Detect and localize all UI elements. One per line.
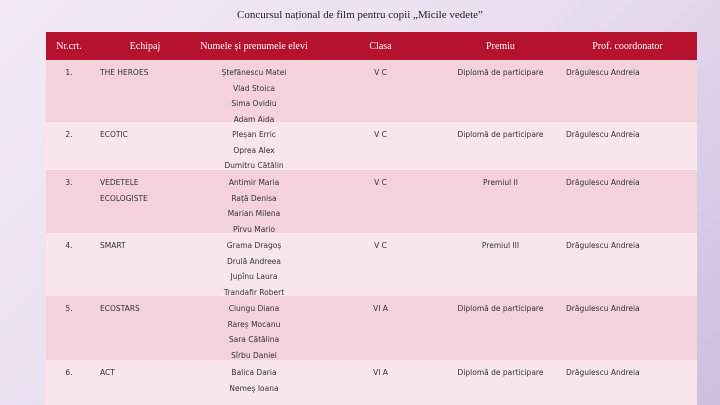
students-cell: Pleșan Erric Oprea Alex Dumitru Cătălin — [190, 122, 318, 174]
row-number: 1. — [65, 68, 73, 77]
table-row: 3. VEDETELE ECOLOGISTE Antimir Maria Rață De… — [46, 170, 697, 234]
students-cell: Antimir Maria Rață Denisa Marian Milena Pîr… — [190, 170, 318, 237]
student: Adam Aida — [233, 114, 275, 124]
teacher-cell: Drăgulescu Andreia — [566, 130, 640, 139]
student: Ștefănescu Matei — [221, 68, 287, 77]
class-cell: V C — [374, 241, 387, 250]
team-name: ECOLOGISTE — [100, 193, 148, 203]
title: Concursul național de film pentru copii … — [237, 9, 483, 21]
prize-cell: Premiul II — [483, 178, 518, 187]
team-name: VEDETELE — [100, 178, 139, 187]
prize-cell: Premiul III — [481, 241, 520, 250]
header-cell: Echipaj — [129, 40, 161, 52]
students-cell: Ciungu Diana Rareș Mocanu Sara Cătălina Sîr… — [190, 296, 318, 363]
team-name: ECOSTARS — [100, 304, 140, 313]
class-cell: V C — [374, 178, 387, 187]
student: Vlad Stoica — [232, 83, 276, 93]
header-cell: Premiu — [486, 40, 515, 52]
team-name: ECOTIC — [100, 130, 128, 139]
student: Pîrvu Mario — [232, 224, 276, 234]
table: Nr.crt. Echipaj Numele și prenumele elevi C… — [46, 32, 697, 405]
teacher-cell: Drăgulescu Andreia — [566, 368, 640, 377]
student: Trandafir Robert — [223, 287, 285, 297]
student: Sima Ovidiu — [231, 99, 277, 108]
student: Dumitru Cătălin — [224, 161, 284, 170]
student: Jupînu Laura — [230, 272, 278, 281]
team-name: ACT — [100, 368, 115, 377]
team-cell: ECOTIC — [92, 122, 190, 174]
student: Ciungu Diana — [228, 304, 280, 313]
student: Sara Cătălina — [228, 335, 280, 344]
student: Drulă Andreea — [226, 256, 282, 266]
prize-cell: Diplomă de participare — [457, 68, 544, 77]
row-number: 6. — [65, 368, 73, 377]
class-cell: VI A — [373, 304, 388, 313]
row-number: 5. — [65, 304, 73, 313]
header-row: Nr.crt. Echipaj Numele și prenumele elevi C… — [46, 32, 697, 60]
row-number: 2. — [65, 130, 73, 139]
student: Oprea Alex — [233, 145, 275, 155]
student: Pleșan Erric — [232, 130, 276, 139]
team-name: THE HEROES — [100, 68, 149, 77]
class-cell: VI A — [373, 368, 388, 377]
prize-cell: Diplomă de participare — [457, 304, 544, 313]
teacher-cell: Drăgulescu Andreia — [566, 178, 640, 187]
header-cell: Numele și prenumele elevi — [200, 40, 308, 52]
student: Rareș Mocanu — [227, 319, 281, 329]
team-cell: VEDETELE ECOLOGISTE — [92, 170, 190, 237]
row-number: 4. — [65, 241, 73, 250]
table-row: 1. THE HEROES Ștefănescu Matei Vlad Stoica S… — [46, 60, 697, 124]
row-number: 3. — [65, 178, 73, 187]
team-cell: ECOSTARS — [92, 296, 190, 363]
header-cell: Prof. coordonator — [592, 40, 663, 52]
table-row: 4. SMART Grama Dragoș Drulă Andreea Jupînu L… — [46, 233, 697, 297]
team-cell: THE HEROES — [92, 60, 190, 127]
students-cell: Ștefănescu Matei Vlad Stoica Sima Ovidiu Ad… — [190, 60, 318, 127]
students-cell: Grama Dragoș Drulă Andreea Jupînu Laura Tra… — [190, 233, 318, 300]
teacher-cell: Drăgulescu Andreia — [566, 68, 640, 77]
student: Antimir Maria — [228, 178, 280, 187]
team-name: SMART — [100, 241, 126, 250]
students-cell: Balica Daria Nemeș Ioana — [190, 360, 318, 405]
header-cell: Nr.crt. — [56, 40, 82, 52]
student: Grama Dragoș — [226, 241, 282, 250]
teacher-cell: Drăgulescu Andreia — [566, 304, 640, 313]
student: Nemeș Ioana — [229, 383, 279, 393]
student: Balica Daria — [231, 368, 277, 377]
student: Sîrbu Daniel — [231, 350, 277, 360]
class-cell: V C — [374, 130, 387, 139]
student: Rață Denisa — [231, 193, 277, 203]
prize-cell: Diplomă de participare — [457, 130, 544, 139]
table-row: 6. ACT Balica Daria Nemeș Ioana VI A Diplomă … — [46, 360, 697, 405]
class-cell: V C — [374, 68, 387, 77]
table-row: 5. ECOSTARS Ciungu Diana Rareș Mocanu Sara C… — [46, 296, 697, 360]
header-cell: Clasa — [369, 40, 392, 52]
team-cell: SMART — [92, 233, 190, 300]
student: Marian Milena — [227, 209, 281, 218]
table-row: 2. ECOTIC Pleșan Erric Oprea Alex Dumitru Că… — [46, 122, 697, 170]
team-cell: ACT — [92, 360, 190, 405]
prize-cell: Diplomă de participare — [457, 368, 544, 377]
teacher-cell: Drăgulescu Andreia — [566, 241, 640, 250]
